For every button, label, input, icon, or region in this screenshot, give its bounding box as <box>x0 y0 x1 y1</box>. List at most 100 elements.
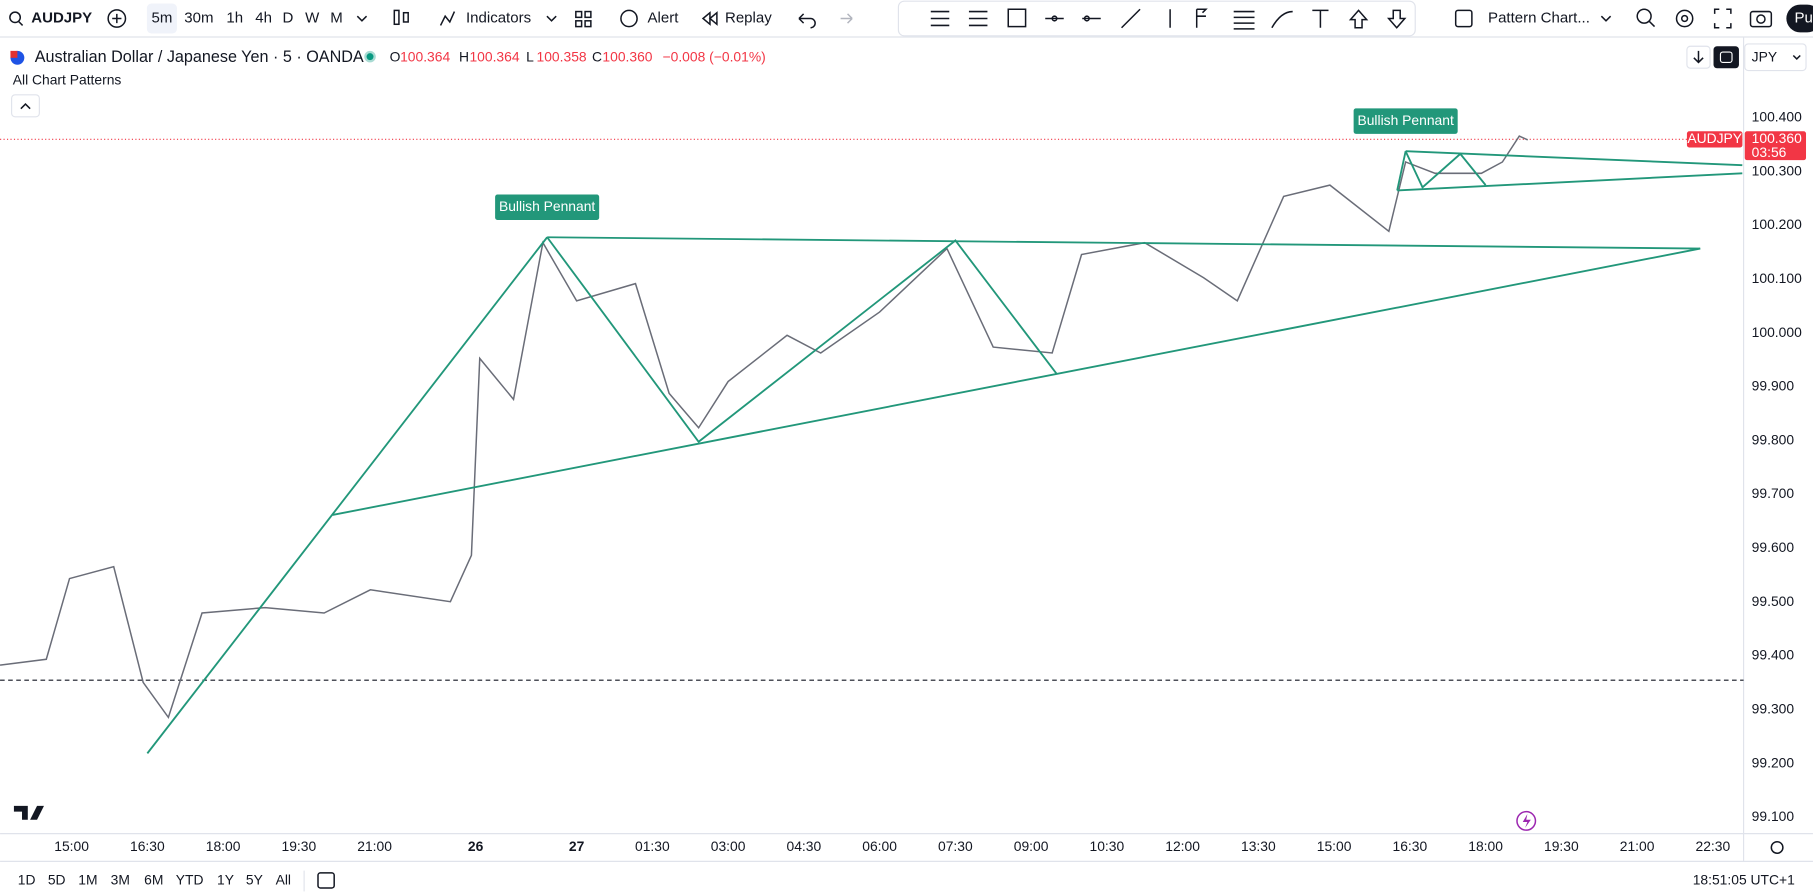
drawing-toolbar <box>897 0 1416 37</box>
x-tick-label: 22:30 <box>1696 838 1731 854</box>
ohlc-value: 100.360 <box>602 48 652 64</box>
price-tag-symbol-bg <box>1686 131 1743 148</box>
pattern-label: Bullish Pennant <box>499 198 595 214</box>
indicators[interactable]: Indicators <box>466 9 531 26</box>
interval[interactable]: 4h <box>255 9 272 26</box>
y-tick-label: 99.700 <box>1752 485 1795 501</box>
pattern-line <box>1404 150 1487 189</box>
x-tick-label: 27 <box>569 838 585 854</box>
currency-box[interactable] <box>1744 43 1807 72</box>
layout-icon[interactable] <box>1454 9 1473 28</box>
range-button[interactable]: All <box>276 872 291 888</box>
change: −0.008 (−0.01%) <box>663 48 766 64</box>
range-button[interactable]: 1M <box>78 872 97 888</box>
interval[interactable]: W <box>305 9 320 26</box>
y-tick-label: 99.600 <box>1752 539 1795 555</box>
undo[interactable] <box>798 13 816 29</box>
snapshot[interactable] <box>1749 10 1773 28</box>
x-tick-label: 04:30 <box>787 838 822 854</box>
y-tick-label: 99.500 <box>1752 593 1795 609</box>
currency[interactable]: JPY <box>1752 48 1777 64</box>
x-tick-label: 16:30 <box>1393 838 1428 854</box>
drawing-tools[interactable] <box>930 8 1407 30</box>
add-symbol[interactable] <box>107 9 127 28</box>
auto-scale[interactable] <box>1713 46 1739 69</box>
range-button[interactable]: 5Y <box>246 872 263 888</box>
x-tick-label: 21:00 <box>357 838 392 854</box>
ohlc-value: 100.364 <box>469 48 519 64</box>
price-tag-bg <box>1744 131 1807 161</box>
y-tick-label: 99.100 <box>1752 808 1795 824</box>
interval-menu[interactable] <box>356 15 368 22</box>
y-tick-label: 100.400 <box>1752 108 1802 124</box>
range-button[interactable]: 1D <box>18 872 36 888</box>
ohlc-label: H <box>459 48 469 64</box>
collapse-legend[interactable] <box>11 94 40 118</box>
x-tick-label: 07:30 <box>938 838 973 854</box>
alert-icon[interactable] <box>620 9 638 28</box>
x-tick-label: 12:00 <box>1165 838 1200 854</box>
x-tick-label: 18:00 <box>206 838 241 854</box>
y-tick-label: 100.100 <box>1752 270 1802 286</box>
ohlc-label: O <box>390 48 401 64</box>
replay-icon[interactable] <box>701 11 718 26</box>
redo[interactable] <box>840 13 853 24</box>
x-tick-label: 26 <box>468 838 484 854</box>
lightning[interactable] <box>1516 810 1537 831</box>
y-tick-label: 100.200 <box>1752 216 1802 232</box>
replay[interactable]: Replay <box>725 9 772 26</box>
pattern-line <box>1397 172 1743 192</box>
pattern-line <box>546 236 1058 444</box>
range-button[interactable]: 6M <box>144 872 163 888</box>
ohlc-value: 100.364 <box>400 48 450 64</box>
ohlc-label: L <box>526 48 534 64</box>
price-tag-symbol: AUDJPY <box>1687 130 1742 146</box>
pattern-line <box>547 236 1701 250</box>
layout-name[interactable]: Pattern Chart... <box>1488 9 1590 26</box>
pattern-label-bg <box>495 194 600 220</box>
ohlc-value: 100.358 <box>537 48 587 64</box>
indicator-name: All Chart Patterns <box>13 72 122 88</box>
y-tick-label: 100.300 <box>1752 162 1802 178</box>
x-tick-label: 01:30 <box>635 838 670 854</box>
interval[interactable]: M <box>330 9 343 26</box>
fullscreen[interactable] <box>1713 8 1732 29</box>
symbol[interactable]: AUDJPY <box>31 9 92 26</box>
range-button[interactable]: 5D <box>48 872 66 888</box>
y-tick-label: 99.200 <box>1752 754 1795 770</box>
x-tick-label: 13:30 <box>1241 838 1276 854</box>
quick-search[interactable] <box>1636 8 1652 24</box>
x-tick-label: 15:00 <box>1317 838 1352 854</box>
price-series <box>0 135 1529 720</box>
chart-type[interactable] <box>393 9 400 26</box>
x-tick-label: 06:00 <box>862 838 897 854</box>
pattern-line <box>146 236 548 754</box>
y-tick-label: 99.900 <box>1752 378 1795 394</box>
goto-date[interactable] <box>317 872 335 889</box>
x-tick-label: 18:00 <box>1468 838 1503 854</box>
axis-settings[interactable] <box>1770 840 1784 855</box>
alert[interactable]: Alert <box>648 9 680 26</box>
symbol-title: Australian Dollar / Japanese Yen · 5 · O… <box>35 48 364 66</box>
settings[interactable] <box>1675 9 1694 28</box>
range-button[interactable]: 3M <box>111 872 130 888</box>
interval[interactable]: 5m <box>151 9 172 26</box>
logo <box>13 805 44 820</box>
indicators-icon[interactable] <box>439 11 456 26</box>
search-icon[interactable] <box>9 11 22 24</box>
x-tick-label: 09:00 <box>1014 838 1049 854</box>
pattern-line <box>1405 150 1743 167</box>
pattern-label: Bullish Pennant <box>1357 112 1453 128</box>
y-tick-label: 99.300 <box>1752 700 1795 716</box>
interval[interactable]: 1h <box>226 9 243 26</box>
interval[interactable]: D <box>283 9 294 26</box>
range-button[interactable]: 1Y <box>217 872 234 888</box>
interval[interactable]: 30m <box>184 9 213 26</box>
publish[interactable]: Pu <box>1794 9 1812 26</box>
y-tick-label: 99.400 <box>1752 647 1795 663</box>
y-tick-label: 99.800 <box>1752 431 1795 447</box>
publish-button[interactable] <box>1786 4 1813 33</box>
templates[interactable] <box>575 10 583 19</box>
range-button[interactable]: YTD <box>176 872 204 888</box>
